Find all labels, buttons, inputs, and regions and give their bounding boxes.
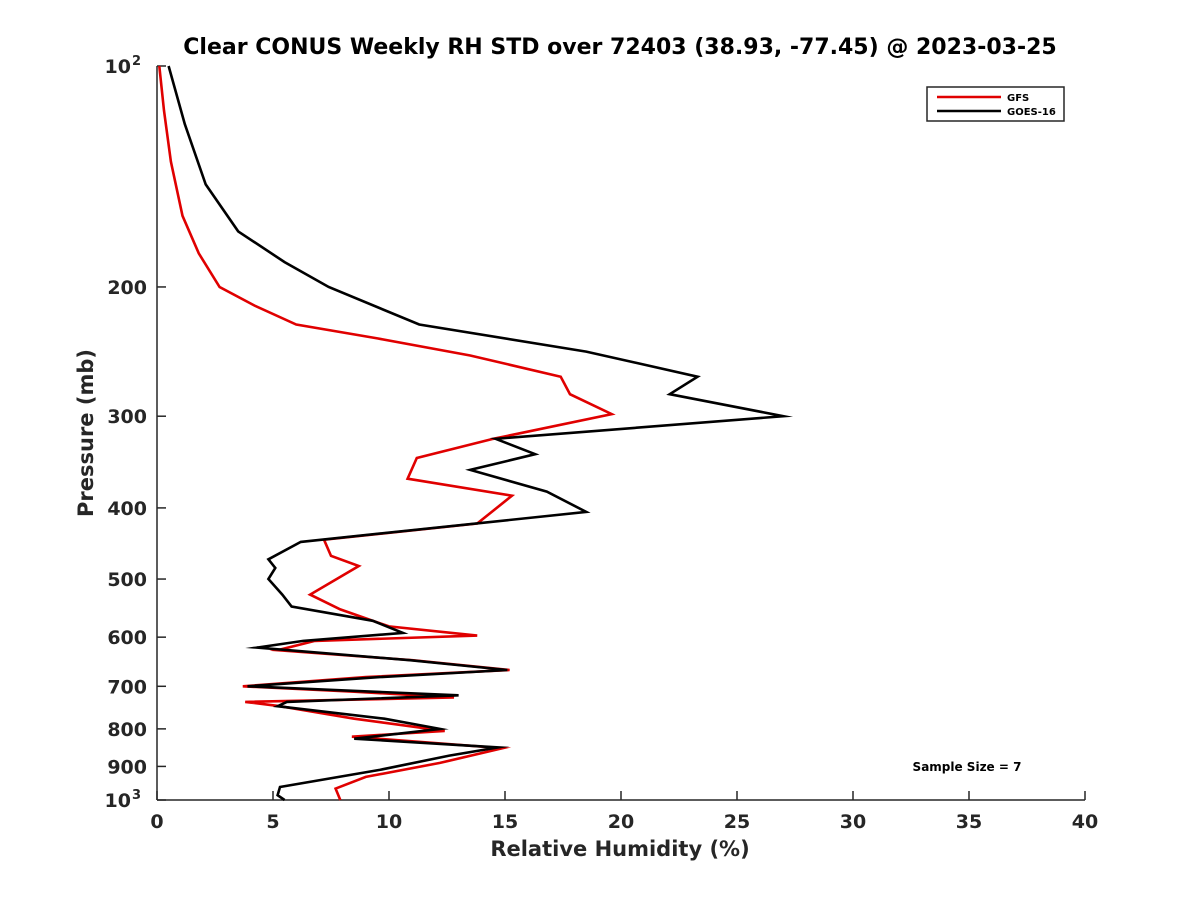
y-tick-label: 900 [107, 756, 147, 778]
x-tick-label: 40 [1072, 811, 1098, 833]
x-tick-label: 5 [266, 811, 279, 833]
x-axis: 0 5 10 15 20 25 30 35 40 [150, 791, 1098, 833]
y-tick-exponent: 3 [132, 788, 141, 803]
series-layer [158, 65, 794, 802]
y-tick-label: 10 [105, 56, 131, 78]
legend-label: GOES-16 [1007, 107, 1056, 118]
legend-box [926, 86, 1065, 122]
y-tick-label: 10 [105, 790, 131, 812]
y-tick-label: 300 [107, 406, 147, 428]
series-line-goes-16 [167, 65, 794, 802]
x-tick-label: 20 [608, 811, 634, 833]
y-axis-title: Pressure (mb) [74, 349, 98, 517]
y-tick-label: 600 [107, 627, 147, 649]
sample-size-annotation: Sample Size = 7 [913, 760, 1022, 774]
y-tick-exponent: 2 [132, 54, 141, 69]
x-tick-label: 15 [492, 811, 518, 833]
x-tick-label: 35 [956, 811, 982, 833]
x-tick-label: 0 [150, 811, 163, 833]
x-axis-title: Relative Humidity (%) [490, 837, 749, 861]
y-tick-label: 200 [107, 277, 147, 299]
x-tick-label: 30 [840, 811, 866, 833]
y-tick-label: 800 [107, 719, 147, 741]
series-line-gfs [158, 65, 616, 801]
chart-title: Clear CONUS Weekly RH STD over 72403 (38… [183, 35, 1056, 60]
y-tick-label: 400 [107, 498, 147, 520]
legend-label: GFS [1007, 93, 1029, 104]
y-tick-label: 500 [107, 569, 147, 591]
x-tick-label: 25 [724, 811, 750, 833]
x-tick-label: 10 [376, 811, 402, 833]
legend: GFS GOES-16 [926, 86, 1065, 122]
y-tick-label: 700 [107, 676, 147, 698]
